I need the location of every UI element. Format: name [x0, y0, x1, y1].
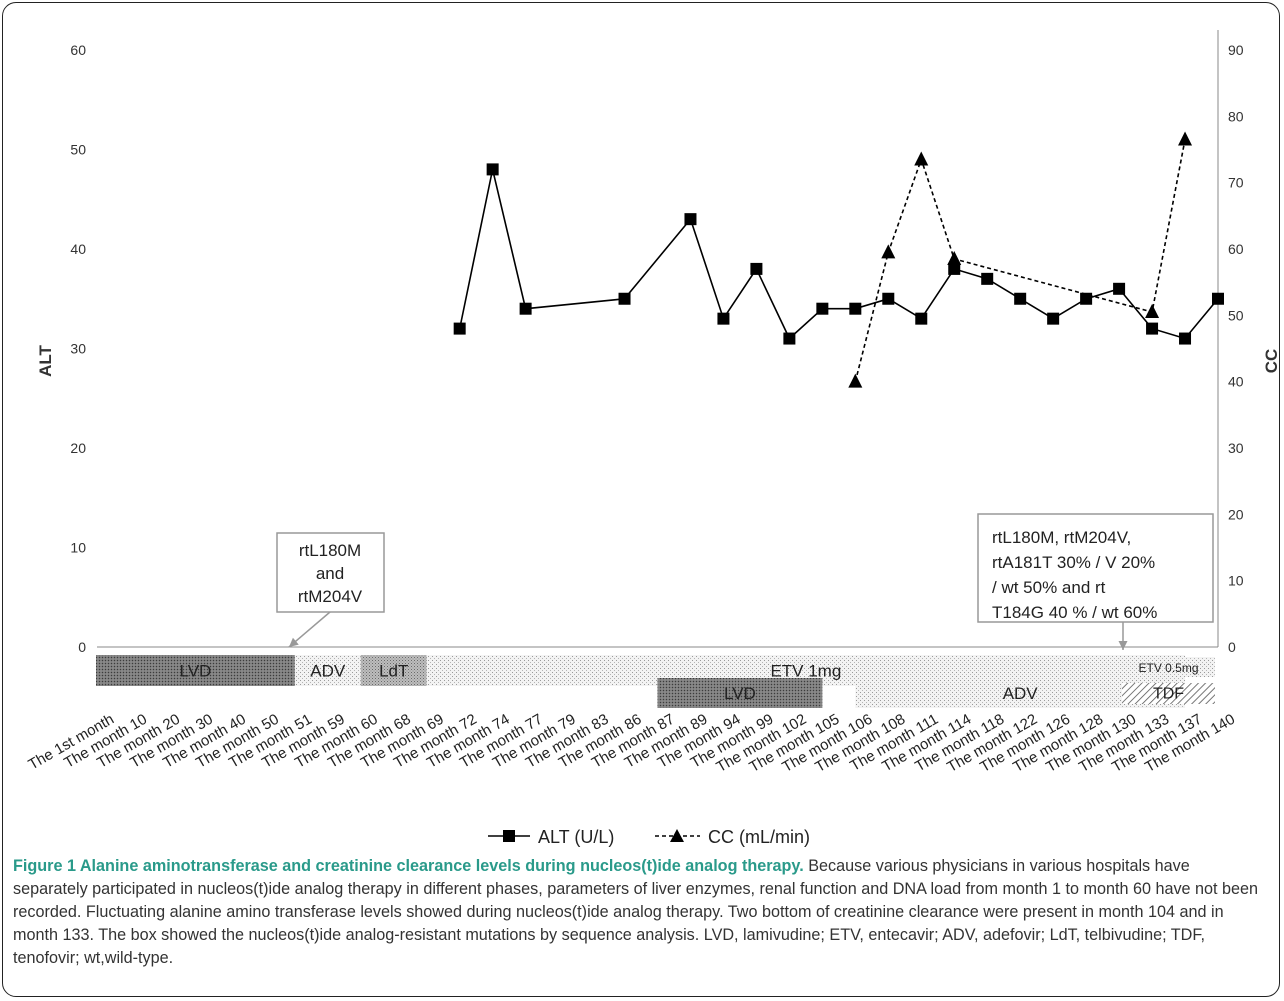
y-left-tick-label: 10 — [70, 540, 86, 556]
caption-heading: Figure 1 Alanine aminotransferase and cr… — [13, 857, 804, 875]
annotation-text: rtL180M, rtM204V, — [992, 528, 1131, 547]
y-left-tick-label: 60 — [70, 42, 86, 58]
therapy-bars: LVD ADV LdT ETV 1mg LVD ADV ETV 0.5mg TDF — [96, 655, 1215, 708]
annotation-text: and — [316, 564, 344, 583]
therapy-bar — [1122, 657, 1215, 677]
y-right-tick-label: 30 — [1228, 440, 1244, 456]
y-right-axis-title: CC — [1262, 349, 1281, 374]
legend-label-cc: CC (mL/min) — [708, 827, 810, 847]
y-right-tick-label: 40 — [1228, 374, 1244, 390]
therapy-bar-label: LVD — [724, 684, 756, 703]
data-point — [881, 244, 896, 259]
y-right-tick-label: 70 — [1228, 175, 1244, 191]
legend-marker-alt — [503, 830, 515, 842]
data-point — [915, 312, 928, 325]
series — [453, 131, 1224, 388]
data-point — [684, 213, 697, 226]
therapy-bar — [360, 655, 427, 686]
data-point — [1146, 322, 1159, 335]
therapy-bar-label: TDF — [1153, 686, 1184, 703]
data-point — [1179, 332, 1192, 345]
annotation-box — [276, 532, 385, 613]
y-left-axis-title: ALT — [36, 344, 55, 376]
legend-marker-cc — [670, 829, 684, 842]
data-point — [453, 322, 466, 335]
data-point — [816, 302, 829, 315]
y-left-tick-label: 40 — [70, 241, 86, 257]
therapy-bar — [1122, 683, 1215, 704]
therapy-bar — [657, 678, 823, 708]
data-point — [1145, 304, 1160, 319]
series-line-1 — [854, 139, 1186, 382]
y-left-tick-label: 50 — [70, 142, 86, 158]
y-left-tick-label: 0 — [78, 639, 86, 655]
therapy-bar — [294, 655, 361, 686]
data-point — [1014, 292, 1027, 305]
y-right-tick-label: 80 — [1228, 108, 1244, 124]
annotation-arrowhead — [1118, 641, 1128, 650]
data-point — [1212, 292, 1224, 305]
data-point — [882, 292, 895, 305]
data-point — [1080, 292, 1093, 305]
legend: ALT (U/L) CC (mL/min) — [488, 827, 810, 847]
data-point — [848, 373, 863, 388]
data-point — [717, 312, 730, 325]
y-left-tick-label: 30 — [70, 341, 86, 357]
therapy-bar-label: ADV — [1003, 684, 1039, 703]
data-point — [486, 163, 499, 176]
data-point — [1113, 282, 1126, 295]
caption-body: Because various physicians in various ho… — [13, 857, 1259, 967]
therapy-bar-label: ETV 1mg — [770, 662, 841, 681]
data-point — [618, 292, 631, 305]
data-point — [519, 302, 532, 315]
y-right-tick-label: 20 — [1228, 506, 1244, 522]
y-right-tick-label: 60 — [1228, 241, 1244, 257]
therapy-bar-label: ETV 0.5mg — [1138, 661, 1198, 675]
annotation-text: rtA181T 30% / V 20% — [992, 553, 1155, 572]
therapy-bar-label: LdT — [379, 662, 408, 681]
therapy-bar — [96, 655, 295, 686]
annotation-box — [977, 513, 1214, 623]
data-point — [783, 332, 796, 345]
annotation-arrowhead — [289, 637, 299, 647]
data-point — [1047, 312, 1060, 325]
data-point — [849, 302, 862, 315]
legend-label-alt: ALT (U/L) — [538, 827, 614, 847]
data-point — [750, 262, 763, 275]
figure-caption: Figure 1 Alanine aminotransferase and cr… — [13, 855, 1268, 970]
data-point — [1178, 131, 1193, 146]
chart: 0 10 20 30 40 50 60 0 10 20 30 40 50 60 70 80 90 ALT CC LV… — [25, 30, 1281, 847]
axes: 0 10 20 30 40 50 60 0 10 20 30 40 50 60 70 80 90 ALT CC — [36, 30, 1281, 655]
therapy-bar-label: ADV — [310, 662, 346, 681]
y-right-tick-label: 90 — [1228, 42, 1244, 58]
y-left-tick-label: 20 — [70, 440, 86, 456]
y-right-tick-label: 0 — [1228, 639, 1236, 655]
data-point — [981, 272, 994, 285]
data-point — [947, 250, 962, 265]
annotations: rtL180M and rtM204V rtL180M, rtM204V, rtA181… — [276, 513, 1214, 650]
annotation-text: / wt 50% and rt — [992, 578, 1106, 597]
series-line-0 — [458, 169, 1219, 340]
therapy-bar-label: LVD — [180, 662, 212, 681]
y-right-tick-label: 10 — [1228, 573, 1244, 589]
annotation-text: rtL180M — [299, 541, 361, 560]
y-right-tick-label: 50 — [1228, 307, 1244, 323]
annotation-text: T184G 40 % / wt 60% — [992, 603, 1157, 622]
data-point — [948, 262, 961, 275]
data-point — [914, 151, 929, 166]
annotation-text: rtM204V — [298, 587, 363, 606]
